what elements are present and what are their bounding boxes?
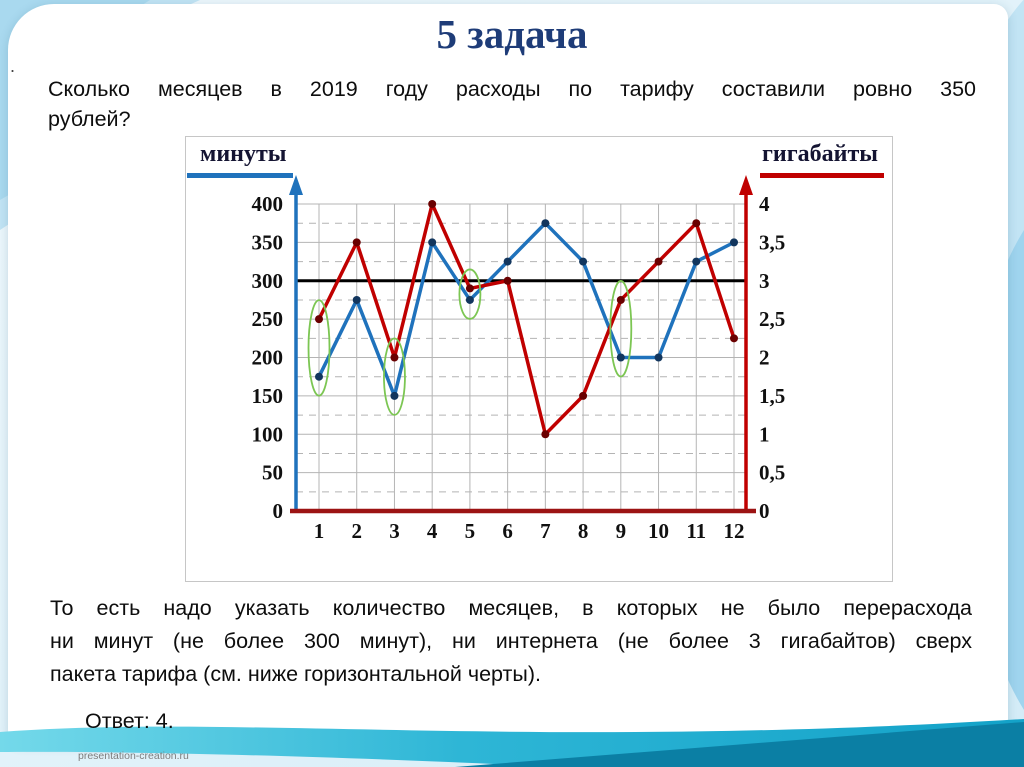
watermark: presentation-creation.ru xyxy=(78,750,189,762)
x-axis-tick: 7 xyxy=(540,519,551,543)
right-axis-tick: 1 xyxy=(759,422,770,446)
data-point xyxy=(315,372,323,381)
left-axis-arrow xyxy=(289,175,303,195)
right-axis-arrow xyxy=(739,175,753,195)
question-line-1: Сколько месяцев в 2019 году расходы по т… xyxy=(48,77,976,101)
data-point xyxy=(352,238,361,247)
left-axis-tick: 250 xyxy=(252,307,284,331)
right-axis-tick: 2 xyxy=(759,346,770,370)
data-point xyxy=(579,257,588,266)
x-axis-tick: 6 xyxy=(502,519,513,543)
data-point xyxy=(503,276,512,285)
slide-title: 5 задача xyxy=(436,11,588,57)
data-point xyxy=(428,200,437,208)
data-point xyxy=(541,219,550,228)
left-axis-tick: 0 xyxy=(273,499,284,523)
chart-plot: 40035030025020015010050043,532,521,510,5… xyxy=(252,175,785,543)
x-axis-tick: 11 xyxy=(686,519,706,543)
data-point xyxy=(692,257,701,266)
data-point xyxy=(729,238,738,247)
stray-period: . xyxy=(10,56,16,76)
data-point xyxy=(352,295,361,304)
data-point xyxy=(503,257,512,266)
left-axis-tick: 100 xyxy=(252,422,284,446)
x-axis-tick: 8 xyxy=(578,519,589,543)
x-axis-tick: 1 xyxy=(314,519,325,543)
data-point xyxy=(315,315,323,324)
x-axis-tick: 5 xyxy=(465,519,476,543)
data-point xyxy=(654,353,663,362)
left-axis-tick: 50 xyxy=(262,461,283,485)
x-axis-tick: 10 xyxy=(648,519,669,543)
x-axis-tick: 9 xyxy=(616,519,627,543)
data-point xyxy=(390,353,399,362)
left-axis-tick: 300 xyxy=(252,269,284,293)
right-axis-tick: 2,5 xyxy=(759,307,785,331)
data-point xyxy=(616,295,625,304)
explanation-line-3: пакета тарифа (см. ниже горизонтальной ч… xyxy=(50,662,541,686)
left-axis-tick: 200 xyxy=(252,346,284,370)
answer-text: Ответ: 4. xyxy=(85,709,174,733)
data-point xyxy=(541,430,550,439)
data-point xyxy=(465,295,474,304)
data-point xyxy=(465,284,474,293)
explanation-line-1: То есть надо указать количество месяцев,… xyxy=(50,596,972,620)
chart-area: минуты гигабайты 400 350 300 250 200 150 100 50… xyxy=(185,136,893,582)
x-axis-tick: 12 xyxy=(723,519,744,543)
right-axis-tick: 3,5 xyxy=(759,230,785,254)
x-axis-tick: 4 xyxy=(427,519,438,543)
right-axis-tick: 4 xyxy=(759,192,770,216)
x-axis-tick: 3 xyxy=(389,519,400,543)
data-point xyxy=(390,391,399,400)
explanation-line-2: ни минут (не более 300 минут), ни интерн… xyxy=(50,629,972,653)
left-axis-tick: 400 xyxy=(252,192,284,216)
right-axis-tick: 1,5 xyxy=(759,384,785,408)
explanation-text: То есть надо указать количество месяцев,… xyxy=(50,592,972,691)
right-axis-tick: 3 xyxy=(759,269,770,293)
question-line-2: рублей? xyxy=(48,107,131,131)
data-point xyxy=(729,334,738,343)
left-axis-tick: 150 xyxy=(252,384,284,408)
data-point xyxy=(428,238,437,247)
right-axis-tick: 0,5 xyxy=(759,461,785,485)
left-axis-tick: 350 xyxy=(252,230,284,254)
data-point xyxy=(692,219,701,228)
question-text: Сколько месяцев в 2019 году расходы по т… xyxy=(48,74,976,134)
data-point xyxy=(616,353,625,362)
data-point xyxy=(579,391,588,400)
right-axis-tick: 0 xyxy=(759,499,770,523)
data-point xyxy=(654,257,663,266)
x-axis-tick: 2 xyxy=(351,519,362,543)
